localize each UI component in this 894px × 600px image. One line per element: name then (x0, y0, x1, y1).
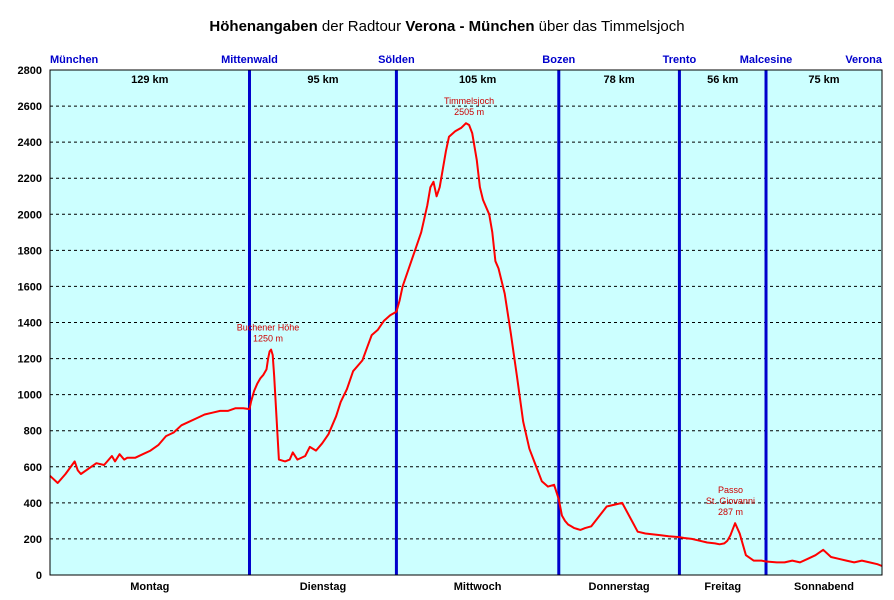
stage-separators (247, 70, 768, 575)
stage-day: Donnerstag (589, 581, 650, 593)
y-tick-label: 1200 (18, 354, 42, 366)
title-part-2: der Radtour (317, 18, 406, 35)
title-part-1: Höhenangaben (209, 18, 318, 35)
annotation-label: Timmelsjoch (444, 96, 494, 106)
title-part-4: über das Timmelsjoch (534, 18, 685, 35)
y-tick-label: 2600 (18, 101, 42, 113)
stage-day: Mittwoch (454, 581, 502, 593)
y-tick-label: 400 (24, 498, 42, 510)
chart-title: Höhenangaben der Radtour Verona - Münche… (0, 18, 894, 35)
annotation-label: St. Giovanni (706, 496, 755, 506)
annotation-label: Buchener Höhe (237, 323, 300, 333)
town-label: Trento (663, 54, 697, 66)
elevation-line (49, 122, 883, 567)
stage-day: Dienstag (300, 581, 346, 593)
town-label: Bozen (542, 54, 575, 66)
y-tick-label: 2800 (18, 65, 42, 77)
y-tick-label: 0 (36, 570, 42, 582)
stage-labels: 129 km Montag 95 km Dienstag 105 km Mittwoch 7… (130, 74, 854, 593)
town-label: München (50, 54, 99, 66)
stage-distance: 78 km (603, 74, 634, 86)
y-axis-ticks: 0 200 400 600 800 1000 1200 1400 1600 1800 2000 220… (18, 65, 42, 582)
stage-distance: 129 km (131, 74, 169, 86)
annotation-label: Passo (718, 485, 743, 495)
annotation-label: 1250 m (253, 334, 283, 344)
y-tick-label: 2400 (18, 137, 42, 149)
y-tick-label: 1600 (18, 281, 42, 293)
annotation-label: 2505 m (454, 107, 484, 117)
stage-distance: 105 km (459, 74, 497, 86)
town-label: Verona (845, 54, 883, 66)
stage-distance: 95 km (307, 74, 338, 86)
town-label: Sölden (378, 54, 415, 66)
stage-day: Freitag (704, 581, 741, 593)
annotation-label: 287 m (718, 507, 743, 517)
y-tick-label: 2200 (18, 173, 42, 185)
grid-lines (50, 105, 882, 540)
title-part-3: Verona - München (405, 18, 535, 35)
town-label: Malcesine (740, 54, 793, 66)
y-tick-label: 800 (24, 426, 42, 438)
y-tick-label: 1000 (18, 390, 42, 402)
y-tick-label: 1400 (18, 318, 42, 330)
plot-border (49, 69, 883, 576)
stage-day: Montag (130, 581, 169, 593)
y-tick-label: 1800 (18, 245, 42, 257)
town-labels: München Mittenwald Sölden Bozen Trento Malces… (50, 54, 883, 66)
town-label: Mittenwald (221, 54, 278, 66)
y-tick-label: 600 (24, 462, 42, 474)
y-tick-label: 2000 (18, 209, 42, 221)
stage-distance: 56 km (707, 74, 738, 86)
y-tick-label: 200 (24, 534, 42, 546)
stage-day: Sonnabend (794, 581, 854, 593)
stage-distance: 75 km (808, 74, 839, 86)
